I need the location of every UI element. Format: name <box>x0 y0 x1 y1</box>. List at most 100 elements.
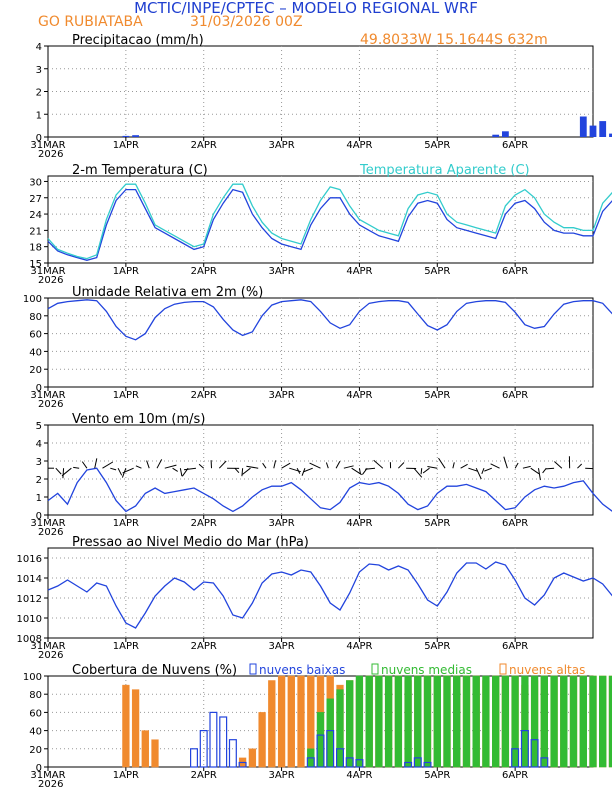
y-tick-label: 1008 <box>17 634 42 645</box>
wind-arrow <box>577 463 583 469</box>
bar <box>228 739 237 768</box>
y-tick-label: 1010 <box>17 614 42 625</box>
x-tick-label: 31MAR <box>30 641 65 652</box>
bar <box>599 121 607 137</box>
x-tick-label: 4APR <box>346 390 372 401</box>
bar <box>608 675 612 768</box>
header-station: GO RUBIATABA <box>38 14 143 30</box>
wind-arrow <box>452 462 455 469</box>
wind-arrow <box>554 461 563 469</box>
x-tick-label: 2APR <box>191 641 217 652</box>
bar <box>423 761 432 768</box>
y-tick-label: 24 <box>29 210 42 221</box>
bar <box>560 675 568 768</box>
bar <box>355 675 364 768</box>
legend-label: nuvens baixas <box>259 663 345 677</box>
bar <box>453 675 461 768</box>
panel-title: 2-m Temperatura (C) <box>72 163 208 178</box>
bar <box>151 739 159 768</box>
bar <box>277 675 286 768</box>
bar <box>492 134 500 137</box>
panel-frame <box>47 547 594 639</box>
y-tick-label: 40 <box>29 347 42 358</box>
wind-arrow <box>490 463 500 469</box>
x-tick-label: 6APR <box>502 140 528 151</box>
bar <box>540 675 548 768</box>
bar <box>511 748 520 768</box>
y-tick-label: 1016 <box>17 554 42 565</box>
x-year-label: 2026 <box>38 275 63 286</box>
panel-rh: 31MAR 1APR 2APR 3APR 4APR 5APR 6APR 2026 0 20 40 60… <box>23 285 612 410</box>
wind-arrow <box>358 468 361 475</box>
wind-arrow <box>420 468 423 475</box>
x-tick-label: 3APR <box>268 266 294 277</box>
wind-arrow <box>343 465 354 469</box>
bar <box>550 675 558 768</box>
wind-arrow <box>61 467 72 477</box>
x-tick-label: 5APR <box>424 518 450 529</box>
bar <box>238 761 247 768</box>
bar <box>122 135 130 137</box>
wind-arrow <box>164 464 177 469</box>
panel-title: Pressao ao Nivel Medio do Mar (hPa) <box>72 535 309 550</box>
bar <box>433 675 441 768</box>
x-tick-label: 3APR <box>268 641 294 652</box>
bar <box>609 133 612 137</box>
bar <box>579 116 587 137</box>
wind-arrow <box>398 462 405 469</box>
x-tick-label: 4APR <box>346 518 372 529</box>
x-tick-label: 1APR <box>113 770 139 781</box>
bar <box>306 757 315 768</box>
wind-arrow <box>325 462 329 469</box>
wind-arrow <box>422 467 430 474</box>
wind-arrow <box>475 467 482 480</box>
bar <box>530 739 539 768</box>
panel-frame <box>47 297 594 388</box>
y-tick-label: 4 <box>36 439 42 450</box>
panel-pressure: 31MAR 1APR 2APR 3APR 4APR 5APR 6APR 2026 1008 101… <box>17 535 612 661</box>
bar <box>345 757 354 768</box>
bar <box>492 675 500 768</box>
legend-label: nuvens altas <box>509 663 585 677</box>
bar <box>530 675 539 768</box>
x-tick-label: 6APR <box>502 390 528 401</box>
wind-arrow <box>522 465 531 469</box>
bar <box>521 675 529 768</box>
x-tick-label: 5APR <box>424 140 450 151</box>
x-year-label: 2026 <box>38 650 63 661</box>
bar <box>599 675 607 768</box>
x-tick-label: 2APR <box>191 140 217 151</box>
wind-arrow <box>62 468 65 479</box>
wind-arrow <box>427 466 438 469</box>
y-tick-label: 20 <box>29 745 42 756</box>
wind-arrow <box>373 459 384 469</box>
bar <box>122 684 130 768</box>
wind-arrow <box>335 460 341 469</box>
bar <box>502 131 509 137</box>
bar <box>336 748 345 768</box>
bar <box>316 712 325 768</box>
wind-arrow <box>481 468 485 474</box>
bar <box>248 748 257 768</box>
wind-arrow <box>73 466 80 469</box>
legend-swatch <box>249 663 257 675</box>
panel-frame <box>47 424 594 516</box>
y-tick-label: 27 <box>29 194 42 205</box>
bar <box>316 734 325 768</box>
bar <box>462 675 471 768</box>
bar <box>589 675 597 768</box>
bar <box>394 675 403 768</box>
panel-title: Precipitacao (mm/h) <box>72 33 204 48</box>
x-tick-label: 5APR <box>424 390 450 401</box>
bar <box>355 759 364 768</box>
x-tick-label: 2APR <box>191 266 217 277</box>
x-tick-label: 3APR <box>268 140 294 151</box>
y-tick-label: 80 <box>29 690 42 701</box>
y-tick-label: 15 <box>29 259 42 270</box>
wind-arrow <box>538 468 541 481</box>
y-tick-label: 5 <box>36 421 42 432</box>
wind-arrow <box>146 460 150 469</box>
wind-arrow <box>183 467 196 471</box>
x-tick-label: 31MAR <box>30 140 65 151</box>
series-line <box>47 188 612 261</box>
